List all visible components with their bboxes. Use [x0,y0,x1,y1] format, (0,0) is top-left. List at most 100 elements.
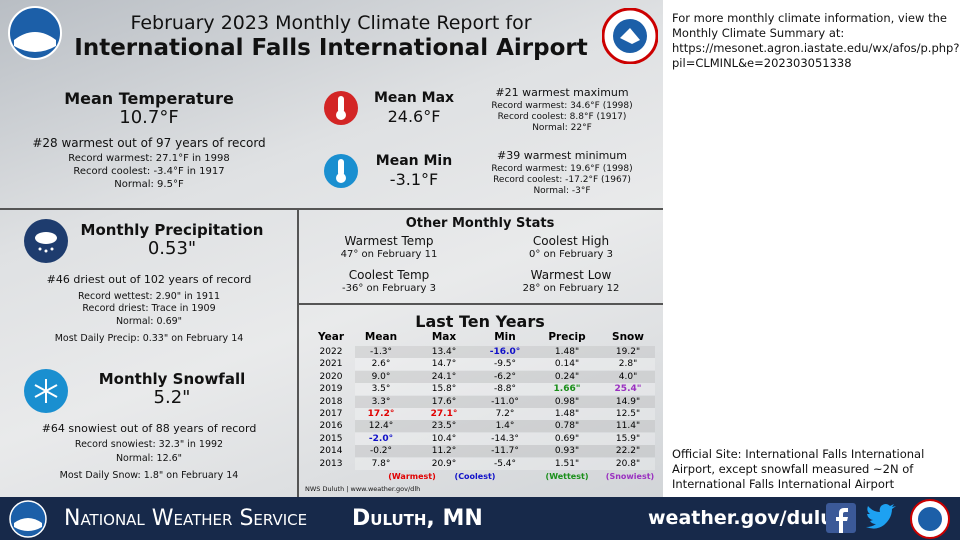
table-cell: 17.6° [431,396,457,407]
table-cell: 0.98" [554,396,580,407]
stat-value: 28° on February 12 [522,283,620,294]
heading: Monthly Snowfall [98,370,246,388]
heading: Mean Max [373,90,455,106]
table-cell: 11.2° [431,446,457,457]
legend-label: (Coolest) [454,472,496,481]
row-band [355,457,655,470]
table-cell: 2019 [319,384,343,395]
column-header: Year [317,331,345,343]
record-line: Normal: 9.5°F [114,179,184,190]
legend-label: (Warmest) [388,472,436,481]
divider [0,208,663,210]
table-cell: 2020 [319,371,343,382]
row-band [355,346,655,358]
title-line1: February 2023 Monthly Climate Report for [130,12,532,34]
other-stats-title: Other Monthly Stats [405,216,555,231]
record-line: Record warmest: 34.6°F (1998) [491,101,633,111]
table-cell: 2.6° [371,359,391,370]
record-line: Record snowiest: 32.3" in 1992 [74,439,224,450]
table-cell: 4.0" [618,371,638,382]
table-cell: 15.8° [431,384,457,395]
row-band [355,432,655,445]
table-cell: 1.4° [495,421,515,432]
table-cell: 2018 [319,396,343,407]
table-cell: 7.8° [371,458,391,469]
table-cell: 23.5° [431,421,457,432]
most-daily: Most Daily Precip: 0.33" on February 14 [54,333,244,344]
thermometer-cold-icon [324,154,358,188]
table-cell: -2.0° [368,433,394,444]
title-line2: International Falls International Airpor… [74,35,588,61]
column-header: Precip [548,331,586,343]
table-cell: -6.2° [493,371,517,382]
record-line: Record coolest: -3.4°F in 1917 [73,166,225,177]
office: Duluth, MN [352,506,483,531]
table-cell: 2017 [319,409,343,419]
row-band [355,383,655,396]
table-cell: 14.7° [431,359,457,370]
table-cell: 15.9" [615,433,641,444]
table-cell: -11.0° [491,396,519,407]
value: -3.1°F [389,170,439,189]
table-cell: 0.78" [554,421,580,432]
table-cell: -8.8° [493,384,517,395]
facebook-icon[interactable] [826,503,856,533]
last-ten-title: Last Ten Years [415,312,545,331]
stat-label: Warmest Low [530,268,612,282]
table-cell: 11.4" [615,421,641,432]
value: 0.53" [147,238,197,259]
stat-label: Coolest Temp [348,268,430,282]
side-note: For more monthly climate information, vi… [672,11,960,70]
table-cell: 1.48" [554,409,580,419]
row-band [355,395,655,408]
thermometer-hot-icon [324,91,358,125]
rank: #64 snowiest out of 88 years of record [41,422,257,435]
table-cell: 12.5" [615,409,641,419]
website[interactable]: weather.gov/duluth [648,507,857,529]
column-header: Min [494,331,516,343]
noaa-logo [9,500,47,538]
divider [297,208,299,497]
table-cell: 9.0° [371,371,391,382]
record-line: Record driest: Trace in 1909 [82,303,216,314]
rank: #21 warmest maximum [495,86,629,99]
source: NWS Duluth | www.weather.gov/dlh [305,485,421,493]
snow-icon [24,369,68,413]
table-cell: 12.4° [368,421,394,432]
table-cell: 20.8" [615,458,641,469]
table-cell: 24.1° [431,371,457,382]
table-cell: 2016 [319,421,343,432]
agency: National Weather Service [64,506,308,531]
table-cell: -14.3° [491,433,519,444]
record-line: Normal: 12.6" [115,453,183,464]
table-cell: 1.48" [554,347,580,357]
footer: National Weather Service Duluth, MN weat… [0,497,960,540]
nws-logo [602,8,658,64]
table-cell: 2015 [319,433,343,444]
record-line: Normal: -3°F [533,186,591,196]
table-cell: 1.66" [553,384,581,395]
rain-icon [24,219,68,263]
twitter-icon[interactable] [864,503,898,533]
table-cell: 3.3° [371,396,391,407]
row-band [355,445,655,458]
value: 5.2" [153,387,191,408]
heading: Mean Temperature [64,89,234,108]
record-line: Record warmest: 19.6°F (1998) [491,164,633,174]
table-cell: 2013 [319,458,343,469]
stat-value: 47° on February 11 [340,249,438,260]
heading: Mean Min [375,153,453,169]
stat-label: Coolest High [532,234,610,248]
table-cell: 0.69" [554,433,580,444]
value: 10.7°F [119,107,179,128]
divider [297,303,663,305]
table-cell: -5.4° [493,458,517,469]
table-cell: -11.7° [491,446,519,457]
table-cell: 14.9" [615,396,641,407]
stat-value: 0° on February 3 [528,249,614,260]
table-cell: 17.2° [367,409,395,419]
table-cell: -1.3° [369,347,393,357]
official-site: Official Site: International Falls Inter… [672,447,925,491]
table-cell: 0.93" [554,446,580,457]
